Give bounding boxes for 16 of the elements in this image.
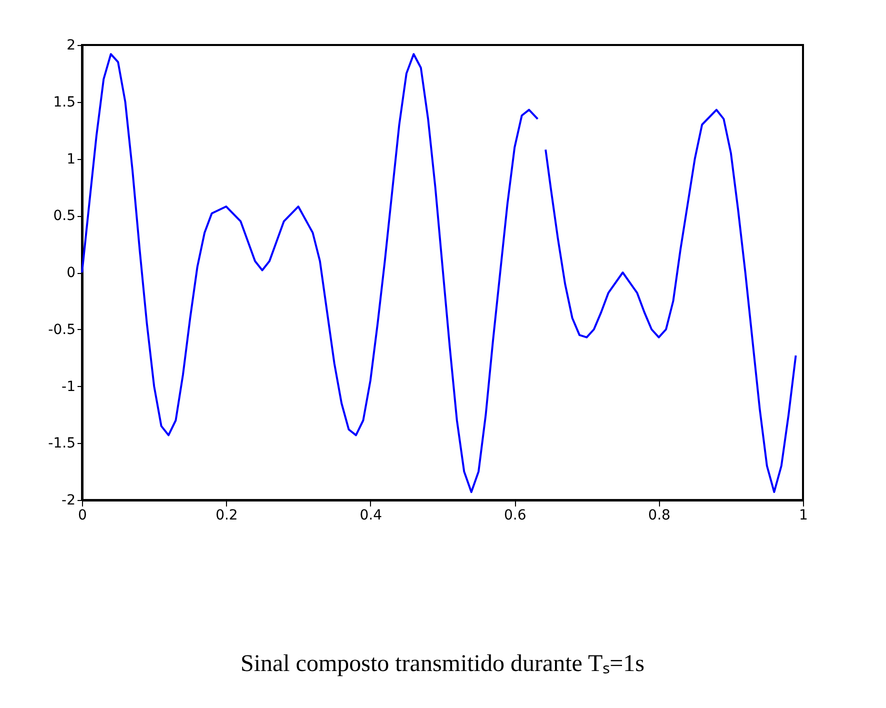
y-tick-label: 1 — [66, 151, 76, 168]
x-tick-label: 0 — [78, 508, 87, 524]
y-tick-label: -1 — [62, 378, 76, 395]
x-tick-label: 1 — [799, 508, 808, 524]
y-tick-label: -2 — [62, 492, 76, 508]
x-tick-label: 0.2 — [216, 508, 238, 524]
x-tick-label: 0.8 — [648, 508, 670, 524]
y-tick-label: 2 — [66, 38, 76, 54]
y-tick-label: 0 — [66, 265, 76, 281]
y-tick-label: -1.5 — [48, 436, 76, 452]
x-tick-label: 0.6 — [504, 508, 526, 524]
y-tick-label: 1.5 — [53, 94, 76, 110]
text: Sinal composto transmitido durante Tₛ=1s — [240, 651, 645, 677]
y-tick-label: 0.5 — [53, 208, 76, 224]
y-tick-label: -0.5 — [48, 322, 76, 338]
x-tick-label: 0.4 — [360, 508, 382, 524]
